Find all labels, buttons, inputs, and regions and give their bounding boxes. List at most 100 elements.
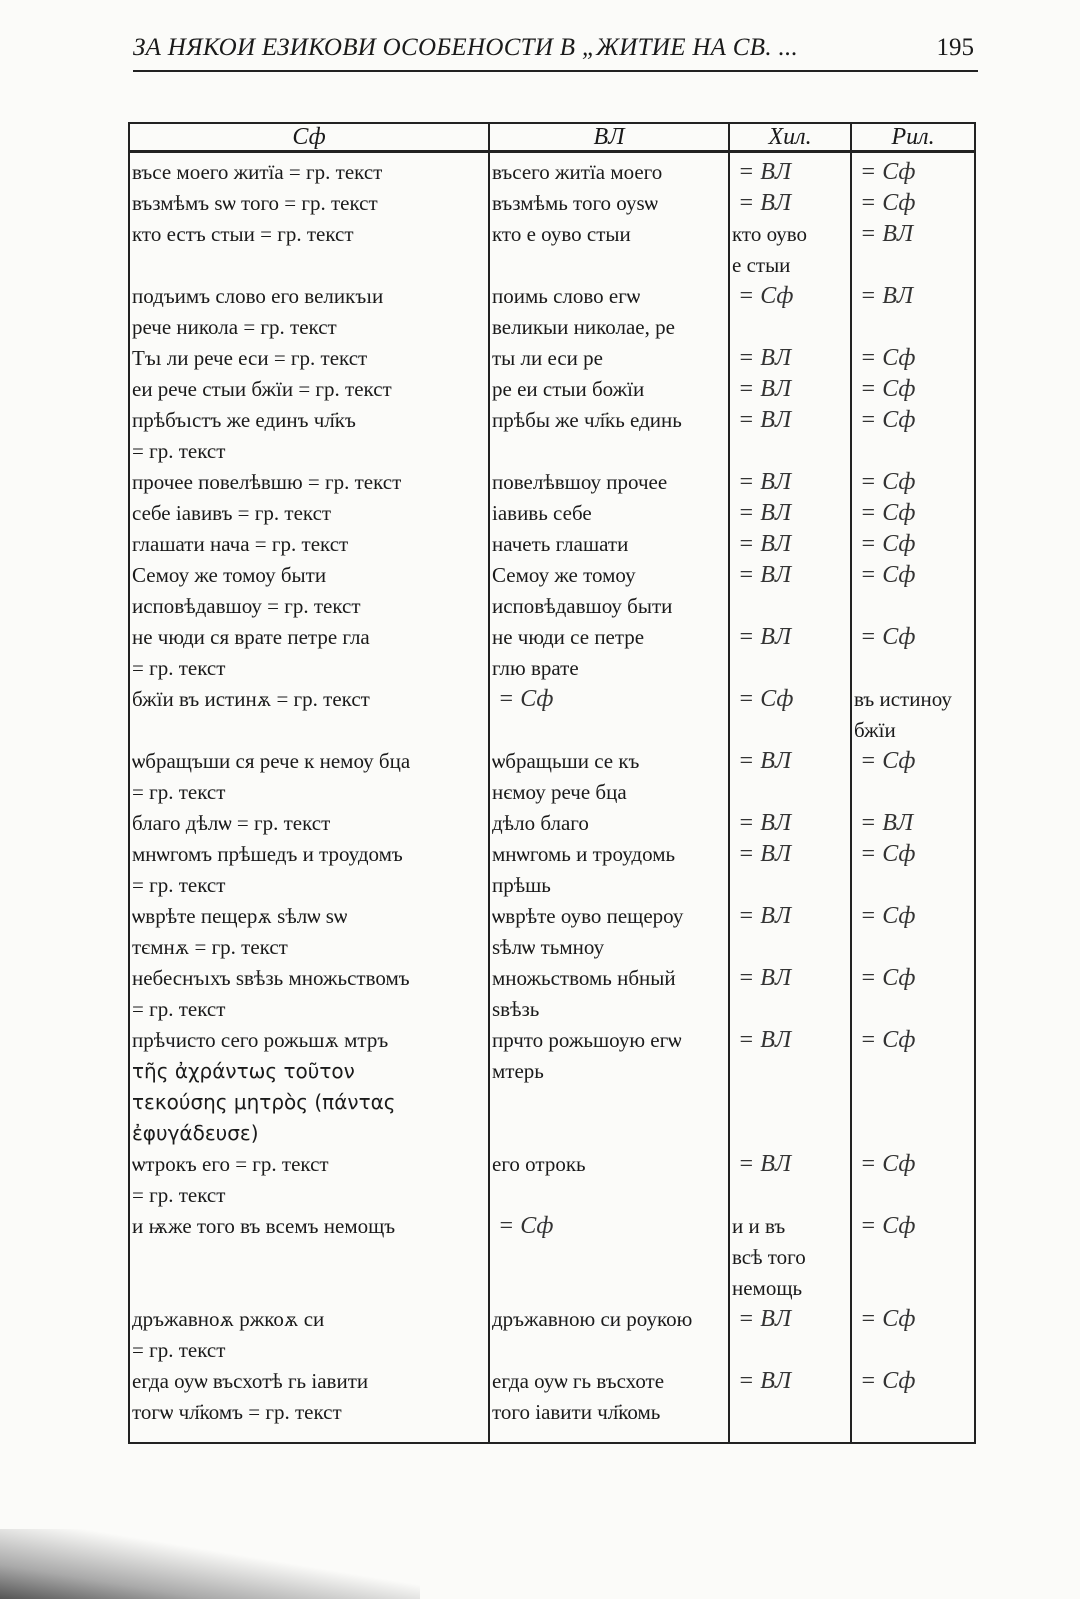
cell-line: = ВЛ [860,221,914,247]
cell-line: подъимъ слово его великъıи [132,284,384,308]
cell-line: ѡбращъши ся рече к немоу бца [132,749,411,773]
cell-line: бжїи въ истинѫ = гр. текст [132,687,370,711]
cell-line: ты ли еси ре [492,346,603,370]
cell-vl: мнѡгомь и троудомь прѣшь [488,839,729,901]
cell-hil: = ВЛ [728,963,851,1025]
table-row: и ѭже того въ всемъ немощъ = Сф и и въ всѣ … [129,1211,975,1304]
cell-vl: прчто рожьшоую егѡ мтерь [488,1025,729,1149]
cell-line: = Сф [860,469,916,495]
table-row: себе іавивъ = гр. текст іавивь себе = ВЛ = … [129,498,975,529]
cell-sf: благо дѣлѡ = гр. текст [129,808,489,839]
cell-line: начеть глашати [492,532,629,556]
cell-line: того іавити чл҃комь [492,1400,661,1424]
cell-line: кто е оуво стыи [492,222,631,246]
cell-line: повелѣвшоу прочее [492,470,668,494]
cell-line: = Сф [860,376,916,402]
column-header-vl: ВЛ [488,123,729,153]
table-row: кто естъ стыи = гр. текст кто е оуво стыи… [129,219,975,281]
cell-line: = Сф [860,500,916,526]
cell-hil: = ВЛ [728,1304,851,1366]
table-row: въсе моего житїа = гр. текст въсего житїа… [129,151,975,188]
cell-ril: = Сф [850,1025,975,1149]
cell-hil: = ВЛ [728,188,851,219]
cell-line: = Сф [860,624,916,650]
cell-hil: = ВЛ [728,1025,851,1149]
cell-line: прѣбъıстъ же единъ чл҃къ [132,408,356,432]
cell-line: = Сф [860,562,916,588]
cell-hil: = ВЛ [728,560,851,622]
cell-vl: ѡврѣте оуво пещероу ѕѣлѡ тьмноу [488,901,729,963]
table-row: Тъı ли рече еси = гр. текст ты ли еси ре =… [129,343,975,374]
cell-line: = гр. текст [132,1338,226,1362]
cell-ril: = ВЛ [850,219,975,281]
cell-vl: егда оуѡ гь въсхоте того іавити чл҃комь [488,1366,729,1443]
cell-hil: = Сф [728,281,851,343]
cell-line: = Сф [498,686,554,712]
cell-sf: възмѣмъ ѕѡ того = гр. текст [129,188,489,219]
table-row: ѡтрокъ его = гр. текст = гр. текст его отр… [129,1149,975,1211]
cell-line: = ВЛ [738,1306,792,1332]
cell-ril: = Сф [850,498,975,529]
cell-sf: и ѭже того въ всемъ немощъ [129,1211,489,1304]
cell-line: = ВЛ [738,841,792,867]
cell-hil: = ВЛ [728,901,851,963]
cell-line: ѡбращьши се къ [492,749,640,773]
cell-line: = ВЛ [738,1151,792,1177]
cell-hil: = ВЛ [728,405,851,467]
cell-sf: егда оуѡ въсхотѣ гь іавити тогѡ чл҃комъ =… [129,1366,489,1443]
table-row: прѣчисто сего рожьшѫ мтръ τῆς ἀχράντως το… [129,1025,975,1149]
cell-line: себе іавивъ = гр. текст [132,501,332,525]
cell-line: не чюди ся врате петре гла [132,625,370,649]
cell-line: = ВЛ [738,376,792,402]
cell-line: кто естъ стыи = гр. текст [132,222,354,246]
cell-line: = гр. текст [132,1183,226,1207]
cell-line: = Сф [860,190,916,216]
table-row: егда оуѡ въсхотѣ гь іавити тогѡ чл҃комъ =… [129,1366,975,1443]
cell-ril: въ истиноу бжїи [850,684,975,746]
cell-ril: = Сф [850,560,975,622]
cell-hil: = ВЛ [728,498,851,529]
cell-vl: дѣло благо [488,808,729,839]
cell-line: не чюди се петре [492,625,645,649]
cell-line: = Сф [860,1368,916,1394]
cell-line: = ВЛ [738,469,792,495]
cell-line: = ВЛ [738,345,792,371]
cell-sf: Семоу же томоу быти исповѣдавшоу = гр. те… [129,560,489,622]
cell-line: ѡврѣте пещерѫ ѕѣлѡ ѕѡ [132,904,348,928]
cell-line: = ВЛ [738,965,792,991]
cell-line: въсе моего житїа = гр. текст [132,160,383,184]
cell-ril: = Сф [850,1211,975,1304]
cell-line: = Сф [860,903,916,929]
cell-line: егда оуѡ гь въсхоте [492,1369,665,1393]
cell-line: рече никола = гр. текст [132,315,337,339]
cell-vl: поимь слово егѡ великыи николае, ре [488,281,729,343]
cell-sf: кто естъ стыи = гр. текст [129,219,489,281]
cell-line: = ВЛ [738,903,792,929]
cell-sf: подъимъ слово его великъıи рече никола = … [129,281,489,343]
cell-ril: = Сф [850,839,975,901]
cell-line: = Сф [860,531,916,557]
cell-ril: = Сф [850,343,975,374]
table-row: не чюди ся врате петре гла = гр. текст не … [129,622,975,684]
cell-hil: = ВЛ [728,467,851,498]
cell-vl: повелѣвшоу прочее [488,467,729,498]
cell-line: = гр. текст [132,656,226,680]
cell-vl: начеть глашати [488,529,729,560]
cell-line: = Сф [860,1306,916,1332]
table-row: мнѡгомъ прѣшедъ и троудомъ = гр. текст мнѡ… [129,839,975,901]
scan-shadow [0,1529,420,1599]
cell-vl: кто е оуво стыи [488,219,729,281]
cell-ril: = ВЛ [850,281,975,343]
cell-line: ἐφυγάδευσε) [132,1121,259,1145]
cell-line: въсего житїа моего [492,160,663,184]
running-header: ЗА НЯКОИ ЕЗИКОВИ ОСОБЕНОСТИ В „ЖИТИЕ НА … [133,30,978,72]
cell-line: = Сф [860,407,916,433]
cell-line: тємнѫ = гр. текст [132,935,288,959]
cell-line: прѣчисто сего рожьшѫ мтръ [132,1028,389,1052]
cell-sf: бжїи въ истинѫ = гр. текст [129,684,489,746]
page-number: 195 [936,34,975,61]
cell-vl: прѣбы же чл҃кь единь [488,405,729,467]
cell-hil: = ВЛ [728,529,851,560]
cell-vl: Семоу же томоу исповѣдавшоу быти [488,560,729,622]
cell-sf: мнѡгомъ прѣшедъ и троудомъ = гр. текст [129,839,489,901]
